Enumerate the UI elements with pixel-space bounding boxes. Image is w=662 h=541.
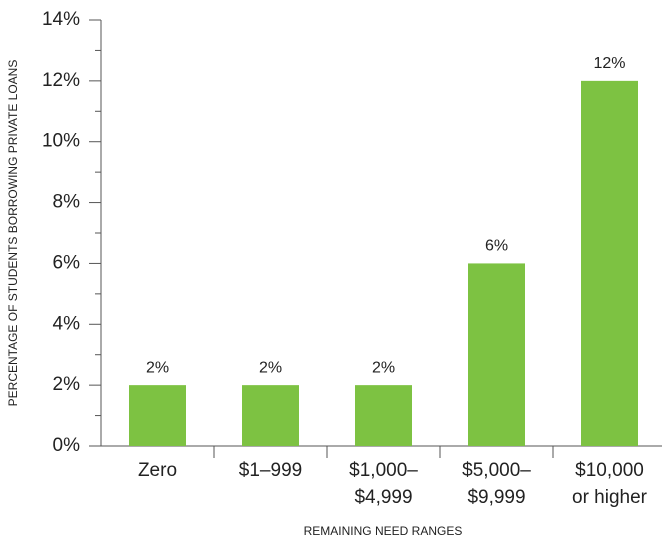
y-tick-label: 12% xyxy=(42,70,80,91)
value-label: 6% xyxy=(485,238,508,255)
bar xyxy=(355,385,412,446)
bar xyxy=(129,385,186,446)
x-tick-label: $5,000– $9,999 xyxy=(462,460,531,508)
y-axis-title: PERCENTAGE OF STUDENTS BORROWING PRIVATE… xyxy=(6,60,20,407)
y-tick-label: 10% xyxy=(42,131,80,152)
value-label: 12% xyxy=(593,55,625,72)
value-label: 2% xyxy=(259,359,282,376)
y-tick-label: 0% xyxy=(53,435,81,456)
x-tick-label: Zero xyxy=(138,460,177,481)
bar xyxy=(468,263,525,446)
y-tick-label: 2% xyxy=(53,374,81,395)
x-axis-title: REMAINING NEED RANGES xyxy=(304,524,463,538)
x-tick-label: $1,000– $4,999 xyxy=(349,460,418,508)
y-tick-label: 6% xyxy=(53,252,81,273)
y-tick-label: 14% xyxy=(42,9,80,30)
y-tick-label: 8% xyxy=(53,192,81,213)
x-tick-label: $10,000 or higher xyxy=(572,460,648,508)
x-tick-label: $1–999 xyxy=(239,460,302,481)
y-tick-label: 4% xyxy=(53,313,81,334)
bar xyxy=(581,80,638,446)
bar xyxy=(242,385,299,446)
value-label: 2% xyxy=(372,359,395,376)
value-label: 2% xyxy=(146,359,169,376)
